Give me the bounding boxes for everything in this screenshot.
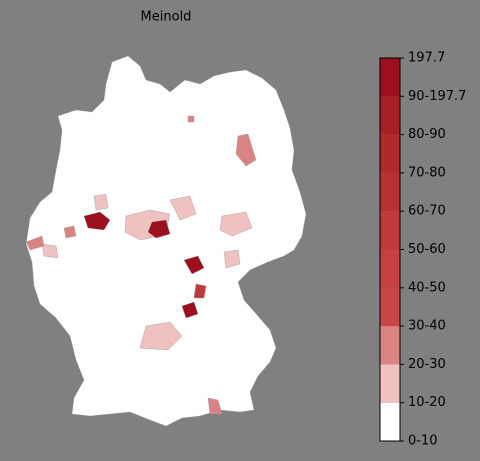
colorbar-segment (380, 249, 400, 288)
region (193, 283, 207, 299)
region (41, 243, 59, 259)
colorbar-label: 197.7 (408, 51, 445, 66)
colorbar-segment (380, 326, 400, 365)
colorbar-label: 80-90 (408, 127, 446, 142)
region (219, 211, 253, 237)
colorbar-segment (380, 287, 400, 327)
colorbar-label: 60-70 (408, 204, 446, 219)
colorbar-label: 90-197.7 (408, 89, 466, 104)
colorbar: 0-10 10-20 20-30 30-40 40-50 50-60 60-70 70-80 8… (379, 51, 466, 449)
region (25, 235, 45, 251)
colorbar-segment (380, 211, 400, 250)
region (181, 301, 199, 319)
colorbar-segment (380, 134, 400, 173)
colorbar-label: 70-80 (408, 165, 446, 180)
region (147, 219, 171, 239)
region (235, 133, 257, 167)
colorbar-label: 40-50 (408, 280, 446, 295)
region (139, 321, 183, 351)
country-outline (25, 55, 307, 427)
colorbar-segment (380, 96, 400, 135)
region (187, 115, 195, 123)
colorbar-segment (380, 402, 400, 441)
colorbar-label: 30-40 (408, 319, 446, 334)
colorbar-label: 10-20 (408, 395, 446, 410)
map-title: Meinold (141, 10, 192, 25)
colorbar-segment (380, 172, 400, 212)
region (207, 397, 223, 415)
region (93, 193, 109, 211)
colorbar-label: 20-30 (408, 357, 446, 372)
colorbar-segment (380, 364, 400, 403)
region (223, 249, 241, 269)
region (183, 255, 205, 275)
colorbar-segment (380, 58, 400, 97)
colorbar-label: 0-10 (408, 434, 438, 449)
region (83, 211, 111, 231)
colorbar-label: 50-60 (408, 242, 446, 257)
region (169, 195, 197, 221)
germany-map (25, 55, 307, 427)
region (63, 225, 77, 239)
